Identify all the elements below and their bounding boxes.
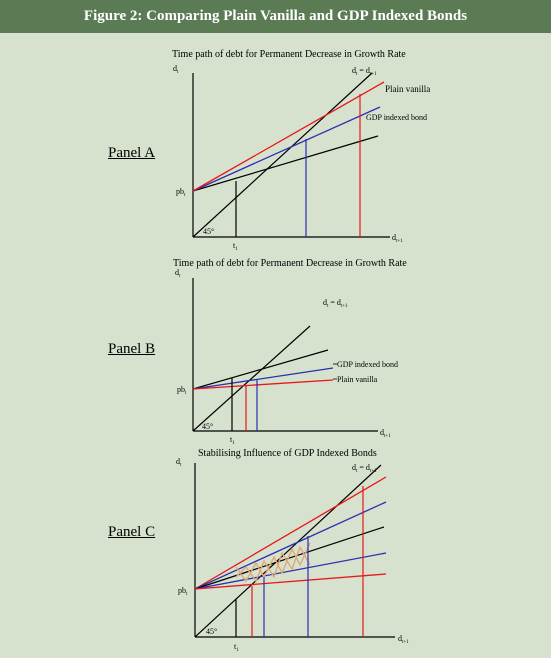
panel-c-gdp-high-line bbox=[194, 501, 387, 590]
panel-a-label: Panel A bbox=[108, 145, 156, 161]
panel-b-y-label: dt bbox=[175, 268, 181, 279]
panel-a-angle-label: 45° bbox=[203, 227, 214, 236]
panel-b-gdp-line bbox=[192, 367, 334, 390]
panel-c-tick-label: t1 bbox=[234, 642, 239, 653]
panel-c-title: Stabilising Influence of GDP Indexed Bon… bbox=[198, 448, 377, 459]
panel-a-gdp-label: GDP indexed bond bbox=[366, 113, 427, 122]
panel-c-45-label: dt = dt+1 bbox=[352, 463, 377, 474]
panel-b-new-growth-line bbox=[192, 349, 329, 390]
panel-a-y-label: dt bbox=[173, 64, 179, 75]
panel-b-45-label: dt = dt+1 bbox=[323, 298, 348, 309]
panel-b-x-label: dt+1 bbox=[380, 428, 391, 439]
diagram-svg: Time path of debt for Permanent Decrease… bbox=[172, 49, 430, 653]
panel-c-label: Panel C bbox=[108, 524, 156, 540]
panel-a-intercept-label: pbt bbox=[176, 187, 186, 198]
panel-b-plain-label: Plain vanilla bbox=[337, 375, 378, 384]
panel-a: Time path of debt for Permanent Decrease… bbox=[172, 49, 430, 252]
panel-c-cobweb-1 bbox=[235, 545, 311, 583]
panel-a-tick-label: t1 bbox=[233, 241, 238, 252]
panel-c-angle-label: 45° bbox=[206, 627, 217, 636]
panel-c: Stabilising Influence of GDP Indexed Bon… bbox=[176, 448, 409, 653]
panel-b-title: Time path of debt for Permanent Decrease… bbox=[173, 258, 407, 269]
panel-c-cobweb-2 bbox=[235, 542, 311, 583]
panel-c-45-line bbox=[194, 464, 382, 638]
panel-b-angle-label: 45° bbox=[202, 422, 213, 431]
panel-c-x-label: dt+1 bbox=[398, 634, 409, 645]
panel-b-tick-label: t1 bbox=[230, 435, 235, 446]
panel-b-plain-line bbox=[192, 379, 334, 390]
panel-a-plain-line bbox=[192, 81, 385, 192]
panel-c-mid-line bbox=[194, 526, 385, 590]
panel-a-x-label: dt+1 bbox=[392, 233, 403, 244]
panel-a-gdp-line bbox=[192, 106, 381, 192]
panel-a-new-growth-line bbox=[192, 135, 379, 192]
panel-b-label: Panel B bbox=[108, 341, 156, 357]
figure-title: Figure 2: Comparing Plain Vanilla and GD… bbox=[0, 0, 551, 33]
panel-a-plain-label: Plain vanilla bbox=[385, 84, 430, 94]
panel-c-plain-low-line bbox=[194, 573, 387, 590]
panel-b-45-line bbox=[192, 325, 311, 432]
panel-c-plain-high-line bbox=[194, 476, 387, 590]
figure-body: Panel A Panel B Panel C Time path of deb… bbox=[0, 33, 551, 658]
panel-c-intercept-label: pbt bbox=[178, 586, 188, 597]
panel-b-intercept-label: pbt bbox=[177, 385, 187, 396]
panel-b-gdp-label: GDP indexed bond bbox=[337, 360, 398, 369]
panel-a-45-line bbox=[192, 72, 373, 238]
panel-c-gdp-low-line bbox=[194, 552, 387, 590]
panel-a-45-label: dt = dt+1 bbox=[352, 66, 377, 77]
panel-b: Time path of debt for Permanent Decrease… bbox=[173, 258, 407, 446]
panel-c-y-label: dt bbox=[176, 457, 182, 468]
panel-a-title: Time path of debt for Permanent Decrease… bbox=[172, 49, 406, 60]
